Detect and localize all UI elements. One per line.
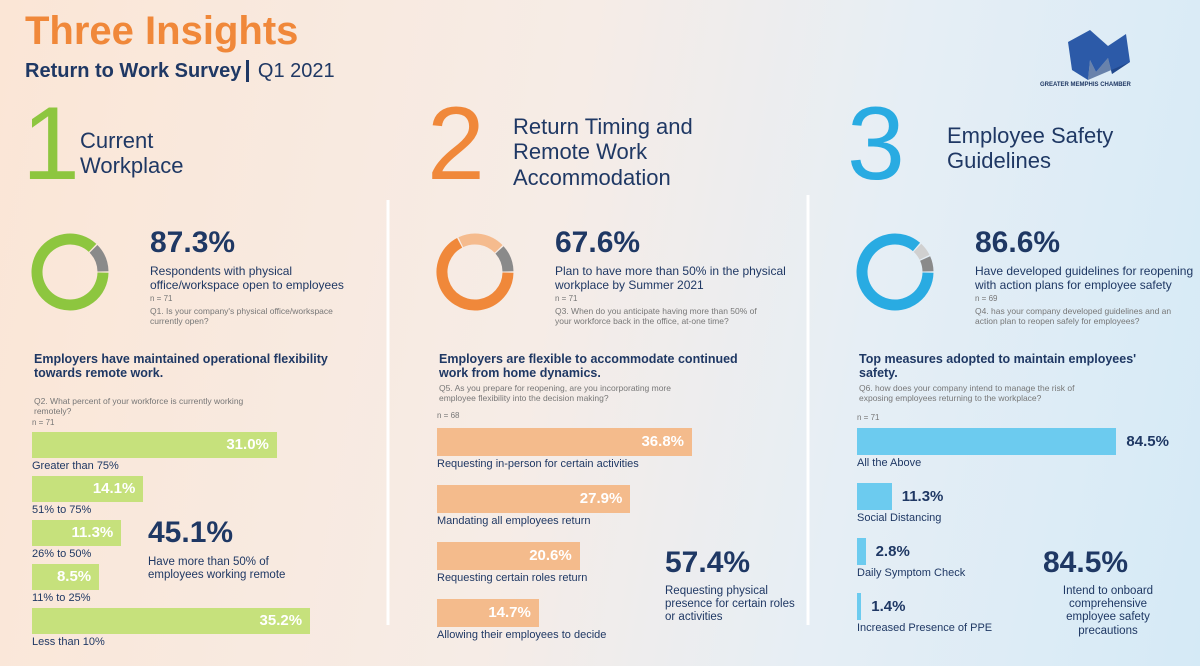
donut-segment <box>495 246 514 272</box>
question: Q2. What percent of your workforce is cu… <box>34 396 244 416</box>
category-label: Mandating all employees return <box>437 515 591 527</box>
category-label: Requesting certain roles return <box>437 572 588 584</box>
question: Q3. When do you anticipate having more t… <box>555 306 757 326</box>
donut-segment <box>458 233 503 254</box>
value-label: 84.5% <box>1126 432 1169 450</box>
chart-title: Employers are flexible to accommodate co… <box>439 352 738 381</box>
category-label: Requesting in-person for certain activit… <box>437 458 639 470</box>
value-label: 31.0% <box>226 436 269 453</box>
callout-text: Requesting physical presence for certain… <box>665 585 795 624</box>
category-label: Daily Symptom Check <box>857 567 966 579</box>
value-label: 27.9% <box>579 490 623 507</box>
donut-value-label: 86.6% <box>975 226 1061 259</box>
section-number: 2 <box>427 86 485 202</box>
callout-value: 84.5% <box>1043 546 1129 579</box>
question: Q1. Is your company's physical office/wo… <box>150 306 333 326</box>
category-label: Greater than 75% <box>32 460 119 472</box>
donut-text: Have developed guidelines for reopening … <box>975 264 1194 292</box>
title: Three Insights <box>25 9 299 53</box>
value-label: 2.8% <box>875 542 910 560</box>
section-heading: Return Timing and Remote Work Accommodat… <box>513 114 693 190</box>
sample-size: n = 69 <box>975 294 998 303</box>
donut-value-label: 67.6% <box>555 226 641 259</box>
category-label: All the Above <box>857 457 922 469</box>
section-number: 1 <box>22 86 80 202</box>
bar <box>32 476 144 502</box>
bar <box>437 542 580 570</box>
bar <box>437 599 539 627</box>
callout-text: Have more than 50% of employees working … <box>148 556 286 582</box>
period: Q1 2021 <box>257 60 335 82</box>
bar <box>437 428 693 456</box>
sample-size: n = 71 <box>555 294 578 303</box>
bar <box>32 520 122 546</box>
section-heading: Current Workplace <box>80 128 184 179</box>
category-label: Allowing their employees to decide <box>437 629 607 641</box>
value-label: 11.3% <box>71 524 114 541</box>
callout-value: 45.1% <box>148 516 234 549</box>
category-label: Increased Presence of PPE <box>857 622 993 634</box>
section-heading: Employee Safety Guidelines <box>947 123 1114 174</box>
bar <box>857 538 866 565</box>
category-label: 26% to 50% <box>32 548 92 560</box>
subtitle: Return to Work Survey <box>25 60 250 82</box>
donut-segment <box>913 243 930 261</box>
bar <box>857 593 862 620</box>
donut-segment <box>31 233 109 311</box>
bar <box>32 564 100 590</box>
bar <box>437 485 631 513</box>
sample-size: n = 71 <box>150 294 173 303</box>
chart-title: Top measures adopted to maintain employe… <box>859 352 1137 381</box>
value-label: 14.7% <box>488 604 531 621</box>
category-label: 51% to 75% <box>32 504 92 516</box>
value-label: 8.5% <box>56 568 92 585</box>
logo-mark <box>1068 30 1130 80</box>
value-label: 14.1% <box>92 480 136 497</box>
section-number: 3 <box>847 86 905 202</box>
donut-text: Respondents with physical office/workspa… <box>150 264 344 292</box>
sample-size: n = 71 <box>857 413 880 422</box>
donut-segment <box>920 256 934 272</box>
value-label: 1.4% <box>871 597 906 615</box>
category-label: Less than 10% <box>32 636 105 648</box>
question: Q6. how does your company intend to mana… <box>859 383 1075 403</box>
sample-size: n = 68 <box>437 411 460 420</box>
bar <box>857 428 1117 455</box>
bar <box>32 432 277 458</box>
sample-size: n = 71 <box>32 418 55 427</box>
value-label: 36.8% <box>641 433 685 450</box>
donut-segment <box>436 237 514 311</box>
callout-text: Intend to onboard comprehensive employee… <box>1062 585 1154 637</box>
bar <box>857 483 892 510</box>
question: Q5. As you prepare for reopening, are yo… <box>439 383 671 403</box>
callout-value: 57.4% <box>665 546 751 579</box>
chart-title: Employers have maintained operational fl… <box>34 352 328 381</box>
bar <box>32 608 311 634</box>
question: Q4. has your company developed guideline… <box>975 306 1172 326</box>
donut-text: Plan to have more than 50% in the physic… <box>555 264 786 292</box>
logo-text: GREATER MEMPHIS CHAMBER <box>1040 82 1131 88</box>
donut-value-label: 87.3% <box>150 226 236 259</box>
subtitle-row: Return to Work Survey Q1 2021 <box>25 60 335 83</box>
value-label: 11.3% <box>901 487 944 505</box>
value-label: 35.2% <box>259 612 303 629</box>
category-label: 11% to 25% <box>32 592 91 604</box>
donut-segment <box>89 244 109 272</box>
value-label: 20.6% <box>529 547 572 564</box>
category-label: Social Distancing <box>857 512 942 524</box>
donut-segment <box>856 233 934 311</box>
